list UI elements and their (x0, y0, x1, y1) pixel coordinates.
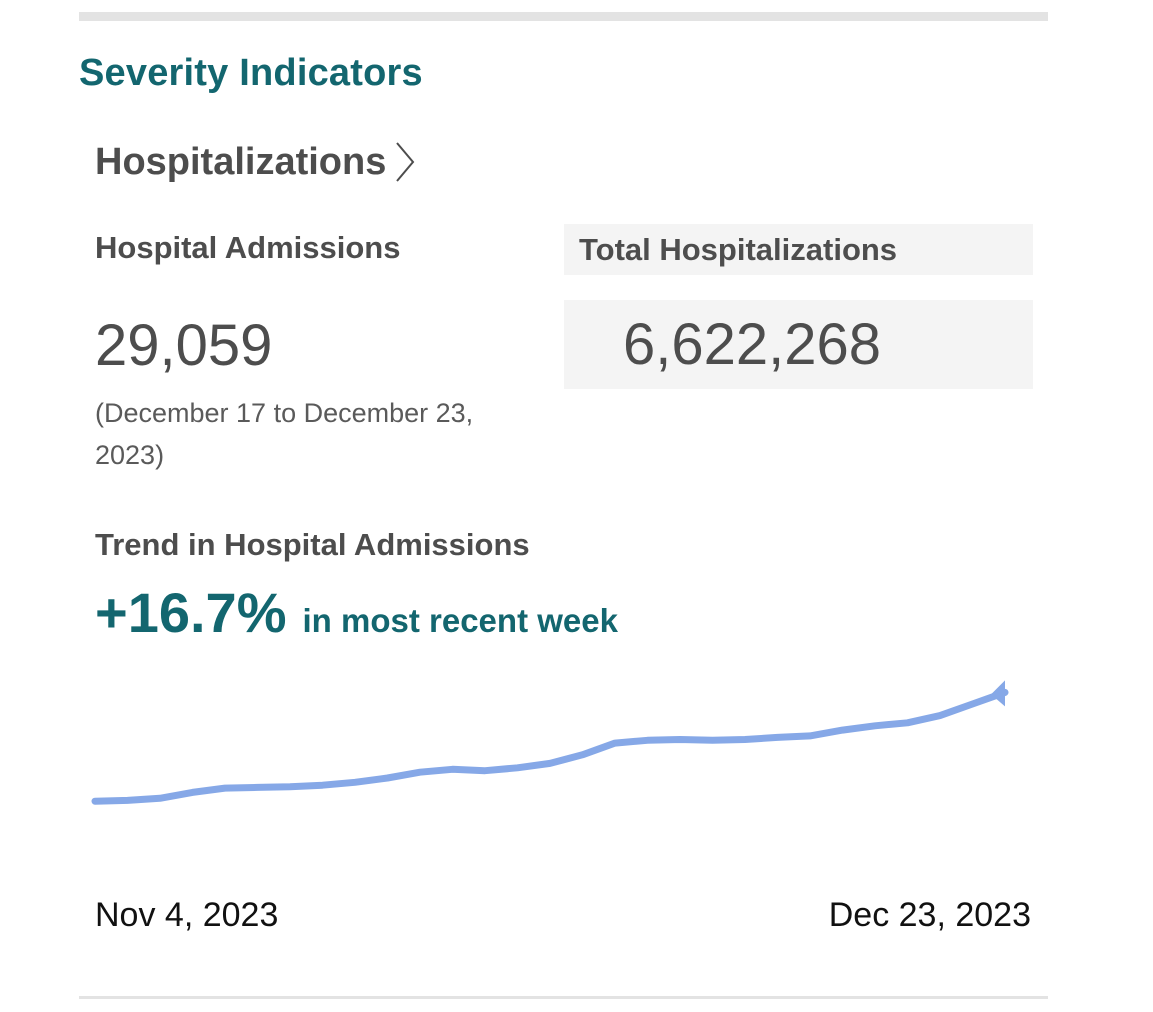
admissions-trend-chart (91, 680, 1009, 805)
top-divider (79, 12, 1048, 21)
hospital-admissions-period: (December 17 to December 23, 2023) (95, 398, 474, 470)
hospitalizations-heading: Hospitalizations (95, 140, 387, 183)
hospital-admissions-value: 29,059 (95, 313, 273, 378)
trend-summary: +16.7% in most recent week (95, 580, 618, 645)
chart-end-date: Dec 23, 2023 (828, 896, 1031, 934)
hospitalizations-link[interactable]: Hospitalizations (95, 140, 416, 184)
trend-percent: +16.7% (95, 581, 287, 644)
trend-series-line (91, 688, 1009, 805)
trend-suffix: in most recent week (302, 602, 618, 639)
trend-label: Trend in Hospital Admissions (95, 527, 530, 562)
total-hospitalizations-value-box: 6,622,268 (564, 300, 1033, 389)
chart-start-date: Nov 4, 2023 (95, 896, 279, 934)
bottom-divider (79, 996, 1048, 999)
trend-endpoint-marker (991, 680, 1005, 707)
hospital-admissions-label: Hospital Admissions (95, 230, 401, 265)
total-hospitalizations-value: 6,622,268 (623, 312, 882, 377)
total-hospitalizations-label-box: Total Hospitalizations (564, 224, 1033, 275)
section-title: Severity Indicators (79, 52, 423, 94)
chevron-right-icon (394, 140, 416, 184)
total-hospitalizations-label: Total Hospitalizations (579, 231, 898, 267)
